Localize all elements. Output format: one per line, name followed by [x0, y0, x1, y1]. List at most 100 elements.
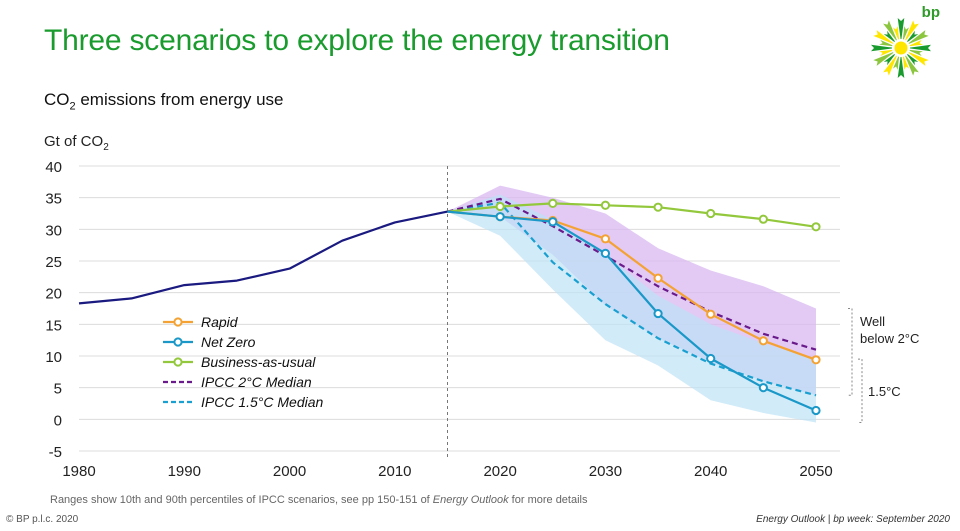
logo-petal — [905, 52, 919, 66]
annotation-below-2c: below 2°C — [860, 331, 919, 346]
source-separator: | — [825, 514, 834, 525]
rapid-point — [653, 273, 663, 283]
chart-subtitle: CO2 emissions from energy use — [44, 90, 284, 112]
logo-petal — [883, 52, 897, 66]
annotation-well: Well — [860, 314, 885, 329]
y-tick-label: 5 — [54, 381, 62, 398]
logo-petal — [879, 39, 896, 47]
y-axis-title: Gt of CO2 — [44, 133, 109, 153]
range-annotations: Well below 2°C 1.5°C — [848, 308, 919, 423]
bau-point — [706, 208, 716, 219]
bau-point — [653, 202, 663, 212]
logo-petal — [879, 49, 896, 57]
x-tick-label: 2050 — [799, 463, 832, 480]
source-italic-1: Energy Outlook — [756, 514, 826, 525]
bp-helios-logo — [871, 18, 931, 78]
legend-label-ipcc15: IPCC 1.5°C Median — [201, 394, 324, 410]
logo-petal — [902, 26, 910, 43]
x-tick-label: 1990 — [168, 463, 201, 480]
x-tick-label: 1980 — [62, 463, 95, 480]
subtitle-suffix: emissions from energy use — [75, 90, 284, 109]
rapid-point — [811, 355, 821, 365]
footnote: Ranges show 10th and 90th percentiles of… — [50, 494, 588, 506]
y-tick-label: 10 — [45, 349, 62, 366]
ipcc15-line — [447, 201, 817, 397]
logo-petal — [897, 18, 905, 42]
net_zero-point — [548, 217, 558, 227]
bau-line — [447, 202, 817, 228]
logo-petal — [883, 20, 898, 43]
y-axis-title-sub: 2 — [103, 142, 109, 153]
bau-point — [548, 198, 558, 208]
y-tick-label: 25 — [45, 254, 62, 271]
page-title: Three scenarios to explore the energy tr… — [44, 24, 670, 57]
series-lines — [78, 197, 821, 416]
logo-petal — [892, 53, 900, 70]
logo-petal — [904, 53, 919, 76]
logo-petal — [873, 30, 896, 45]
legend-label-ipcc2: IPCC 2°C Median — [201, 374, 312, 390]
copyright: © BP p.l.c. 2020 — [6, 514, 79, 525]
logo-petal — [892, 26, 900, 43]
legend-label-rapid: Rapid — [201, 314, 239, 330]
footnote-italic: Energy Outlook — [432, 494, 509, 506]
ipcc2-line — [447, 197, 817, 351]
subtitle-prefix: CO — [44, 90, 70, 109]
footnote-suffix: for more details — [508, 494, 588, 506]
rapid-point — [706, 309, 716, 319]
rapid-point — [600, 234, 611, 244]
net_zero-point — [706, 353, 716, 364]
logo-petal — [873, 51, 896, 66]
logo-petal — [906, 51, 929, 66]
net_zero-point — [600, 248, 611, 258]
bracket-1-5c — [858, 358, 863, 423]
legend-label-net_zero: Net Zero — [201, 334, 256, 350]
logo-petal — [883, 53, 898, 76]
bau-point — [758, 214, 768, 224]
legend: Rapid Net Zero Business-as-usual IPCC 2°C M… — [163, 314, 324, 410]
x-tick-label: 2020 — [483, 463, 516, 480]
net_zero-line — [447, 210, 817, 412]
bau-point — [811, 222, 821, 232]
legend-marker-rapid — [173, 317, 183, 327]
y-tick-label: 35 — [45, 191, 62, 208]
logo-petal — [906, 49, 923, 57]
bau-point — [600, 200, 611, 210]
logo-petal — [902, 53, 910, 70]
legend-marker-bau — [173, 357, 183, 367]
source-note: Energy Outlook | bp week: September 2020 — [756, 514, 950, 525]
net_zero-point — [495, 212, 505, 222]
logo-petal — [906, 39, 923, 47]
source-italic-2: bp week: September 2020 — [833, 514, 950, 525]
subtitle-subscript: 2 — [69, 100, 76, 113]
x-tick-label: 2000 — [273, 463, 306, 480]
footnote-prefix: Ranges show 10th and 90th percentiles of… — [50, 494, 433, 506]
rapid-point — [758, 336, 768, 346]
logo-petal — [905, 30, 919, 44]
net_zero-point — [811, 405, 821, 416]
x-tick-label: 2030 — [589, 463, 622, 480]
legend-label-bau: Business-as-usual — [201, 354, 316, 370]
bau-point — [495, 201, 505, 212]
net_zero-point — [758, 383, 768, 393]
bp-wordmark: bp — [921, 4, 940, 21]
logo-petal — [904, 20, 919, 43]
legend-marker-net_zero — [173, 337, 183, 347]
y-tick-label: 30 — [45, 222, 62, 239]
logo-petal — [907, 44, 931, 52]
logo-petal — [883, 30, 897, 44]
y-tick-label: 40 — [45, 159, 62, 176]
x-tick-label: 2040 — [694, 463, 727, 480]
logo-petal — [897, 54, 905, 78]
bracket-well-below-2c — [848, 308, 853, 396]
y-tick-label: 0 — [54, 412, 62, 429]
y-tick-label: -5 — [49, 444, 62, 461]
annotation-1-5c: 1.5°C — [868, 384, 901, 399]
net_zero-point — [653, 308, 663, 319]
y-tick-label: 20 — [45, 286, 62, 303]
y-tick-label: 15 — [45, 317, 62, 334]
x-tick-label: 2010 — [378, 463, 411, 480]
logo-petal — [871, 44, 895, 52]
